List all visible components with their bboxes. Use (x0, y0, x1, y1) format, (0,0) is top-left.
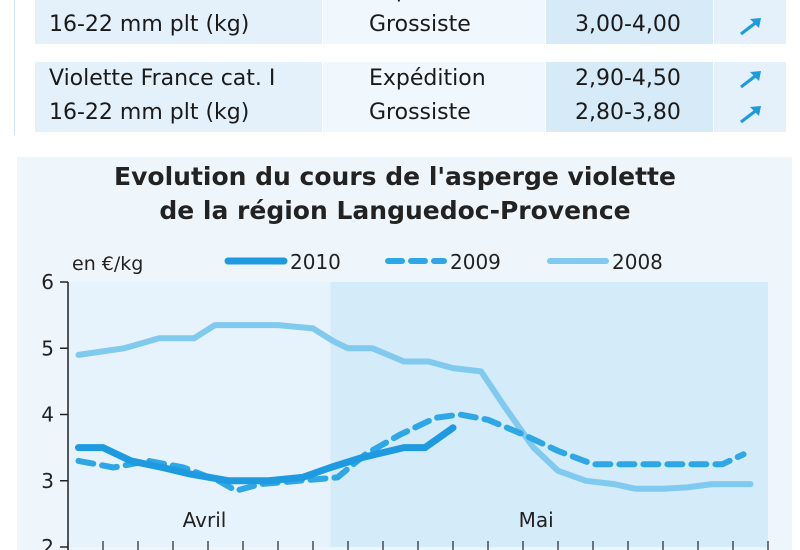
chart-title: Evolution du cours de l'asperge violette… (0, 160, 790, 228)
up-right-arrow-icon (740, 71, 761, 89)
market-type: Expédition (369, 66, 486, 91)
product-cell: Blanche France cat. I 16-22 mm plt (kg) (35, 0, 322, 44)
market-cell: Expédition Grossiste (323, 62, 545, 132)
product-spec: 16-22 mm plt (kg) (49, 100, 250, 125)
legend-label: 2010 (290, 250, 341, 274)
y-tick-label: 2 (41, 535, 54, 550)
price-cell: 2,90-4,50 2,80-3,80 (546, 62, 713, 132)
product-spec: 16-22 mm plt (kg) (49, 12, 250, 37)
period-label: Avril (183, 508, 227, 532)
period-label: Mai (519, 508, 554, 532)
price-range: 2,80-3,80 (575, 100, 681, 125)
market-type: Grossiste (369, 12, 471, 37)
market-cell: Expédition Grossiste (323, 0, 545, 44)
up-right-arrow-icon (740, 106, 761, 124)
legend-label: 2009 (450, 250, 501, 274)
market-type: Grossiste (369, 100, 471, 125)
trend-cell (714, 62, 786, 132)
price-cell: 2,90-4,50 3,00-4,00 (546, 0, 713, 44)
y-tick-label: 3 (41, 469, 54, 493)
product-name: Blanche France cat. I (49, 0, 279, 8)
table-row: Violette France cat. I 16-22 mm plt (kg)… (0, 62, 800, 132)
legend-label: 2008 (612, 250, 663, 274)
y-tick-label: 4 (41, 403, 54, 427)
price-range: 2,90-4,50 (575, 66, 681, 91)
up-right-arrow-icon (740, 18, 761, 36)
price-range: 3,00-4,00 (575, 12, 681, 37)
y-tick-label: 6 (41, 270, 54, 294)
y-axis-label: en €/kg (72, 253, 143, 275)
series-line-2010 (75, 424, 457, 485)
series-line-2008 (75, 322, 754, 492)
market-type: Expédition (369, 0, 486, 8)
period-band (330, 282, 768, 547)
product-name: Violette France cat. I (49, 66, 276, 91)
chart-title-line: de la région Languedoc-Provence (159, 196, 631, 225)
table-divider (14, 0, 15, 135)
product-cell: Violette France cat. I 16-22 mm plt (kg) (35, 62, 322, 132)
chart-title-line: Evolution du cours de l'asperge violette (114, 162, 676, 191)
price-table: Blanche France cat. I 16-22 mm plt (kg) … (0, 0, 800, 140)
trend-cell (714, 0, 786, 44)
y-tick-label: 5 (41, 336, 54, 360)
table-row: Blanche France cat. I 16-22 mm plt (kg) … (0, 0, 800, 44)
price-range: 2,90-4,50 (575, 0, 681, 8)
